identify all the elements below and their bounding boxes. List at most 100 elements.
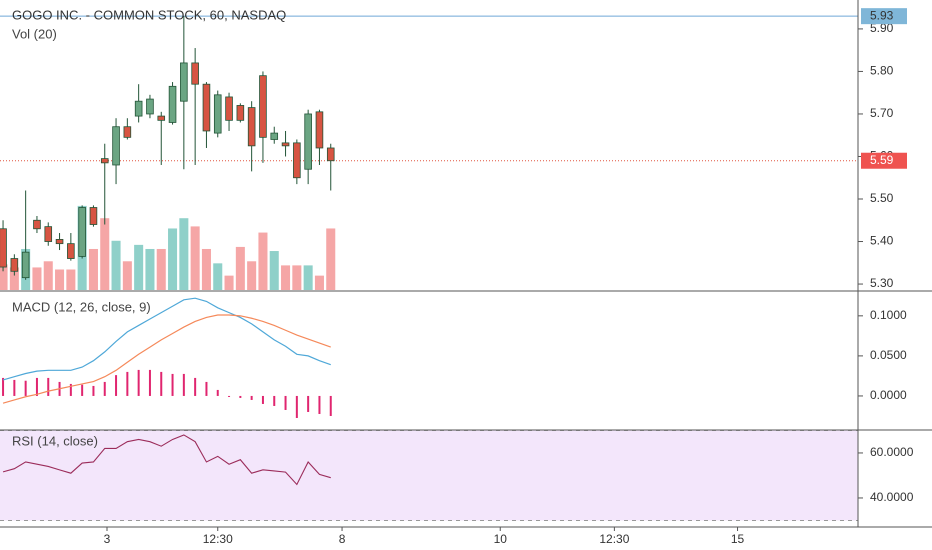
rsi-title: RSI (14, close): [12, 433, 98, 448]
last-price-tag: [861, 152, 907, 169]
volume-bar: [314, 275, 324, 290]
candle-body: [293, 142, 301, 179]
macd-histogram-bar: [148, 369, 151, 396]
y-tick-label: 5.70: [870, 106, 894, 120]
volume-bar: [122, 261, 132, 290]
candle-body: [89, 207, 98, 225]
volume-bar: [168, 228, 178, 290]
macd-histogram-bar: [329, 395, 332, 416]
macd-histogram-bar: [69, 383, 72, 396]
macd-histogram-bar: [115, 375, 118, 396]
x-tick-label: 3: [104, 532, 111, 546]
candle-body: [225, 96, 233, 121]
x-tick-label: 15: [731, 532, 745, 546]
y-tick-label: 40.0000: [870, 490, 914, 504]
volume-bar: [111, 240, 121, 290]
y-tick-label: 0.0500: [870, 348, 907, 362]
candle-body: [44, 226, 53, 242]
volume-bar: [55, 269, 65, 290]
macd-histogram-bar: [171, 373, 174, 396]
candle-body: [247, 107, 256, 147]
y-tick-label: 5.40: [870, 234, 894, 248]
macd-histogram-bar: [295, 395, 298, 418]
macd-histogram-bar: [307, 395, 310, 412]
candle-body: [67, 243, 75, 259]
x-tick-label: 12:30: [203, 532, 233, 546]
macd-histogram-bar: [2, 377, 5, 396]
volume-bar: [100, 218, 110, 290]
high-price-label: 5.93: [870, 8, 894, 22]
volume-bar: [201, 248, 211, 290]
volume-bar: [235, 246, 245, 290]
y-tick-label: 0.1000: [870, 308, 907, 322]
candle-body: [112, 126, 120, 166]
macd-histogram-bar: [273, 395, 276, 406]
macd-histogram-bar: [47, 377, 50, 396]
candle-body: [168, 85, 177, 123]
macd-histogram-bar: [205, 381, 208, 396]
volume-bar: [179, 218, 189, 290]
volume-bar: [134, 244, 144, 290]
volume-bar: [303, 265, 313, 290]
volume-bar: [32, 267, 42, 290]
volume-bar: [269, 251, 279, 290]
macd-line: [2, 314, 331, 404]
candle-body: [21, 251, 30, 279]
y-tick-label: 5.50: [870, 191, 894, 205]
macd-histogram-bar: [81, 384, 84, 396]
candle-body: [236, 105, 245, 121]
candle-body: [315, 111, 324, 149]
candle-body: [33, 219, 41, 230]
macd-histogram-bar: [261, 395, 264, 404]
y-tick-label: 60.0000: [870, 445, 914, 459]
candle-body: [123, 126, 132, 138]
macd-histogram-bar: [318, 395, 321, 414]
macd-histogram-bar: [24, 380, 27, 396]
volume-bar: [292, 265, 302, 290]
candle-body: [134, 100, 143, 117]
y-tick-label: 5.90: [870, 21, 894, 35]
plot-layer: 5.305.405.505.605.705.805.905.935.59312:…: [0, 8, 914, 546]
macd-histogram-bar: [160, 371, 163, 396]
candle-body: [213, 94, 222, 134]
candle-body: [0, 228, 7, 268]
macd-histogram-bar: [35, 377, 38, 396]
candle-body: [146, 98, 154, 115]
volume-bar: [190, 226, 200, 290]
volume-bar: [43, 261, 53, 290]
macd-line: [2, 297, 331, 381]
macd-histogram-bar: [216, 389, 219, 396]
high-price-tag: [861, 8, 907, 25]
volume-bar: [145, 248, 155, 290]
macd-histogram-bar: [92, 385, 95, 396]
macd-histogram-bar: [126, 371, 129, 396]
candle-body: [326, 147, 335, 162]
macd-histogram-bar: [194, 377, 197, 396]
macd-histogram-bar: [137, 369, 140, 396]
y-tick-label: 5.80: [870, 64, 894, 78]
candle-body: [304, 113, 312, 170]
y-tick-label: 5.30: [870, 276, 894, 290]
macd-title: MACD (12, 26, close, 9): [12, 299, 151, 314]
macd-histogram-bar: [228, 395, 231, 397]
candle-body: [157, 115, 166, 121]
candle-body: [281, 142, 290, 147]
y-tick-label: 0.0000: [870, 388, 907, 402]
chart-title: GOGO INC. - COMMON STOCK, 60, NASDAQ: [12, 7, 286, 22]
volume-bar: [88, 248, 98, 290]
macd-histogram-bar: [13, 379, 16, 396]
volume-bar: [0, 264, 8, 290]
macd-histogram-bar: [250, 395, 253, 400]
candle-body: [10, 258, 19, 272]
volume-bar: [281, 265, 291, 290]
volume-bar: [247, 261, 257, 290]
macd-histogram-bar: [103, 381, 106, 396]
volume-label: Vol (20): [12, 26, 57, 41]
labels: GOGO INC. - COMMON STOCK, 60, NASDAQ Vol…: [12, 7, 286, 448]
volume-bar: [326, 228, 336, 290]
candle-body: [100, 158, 109, 164]
x-tick-label: 12:30: [599, 532, 629, 546]
volume-bar: [156, 248, 166, 290]
last-price-label: 5.59: [870, 153, 894, 167]
